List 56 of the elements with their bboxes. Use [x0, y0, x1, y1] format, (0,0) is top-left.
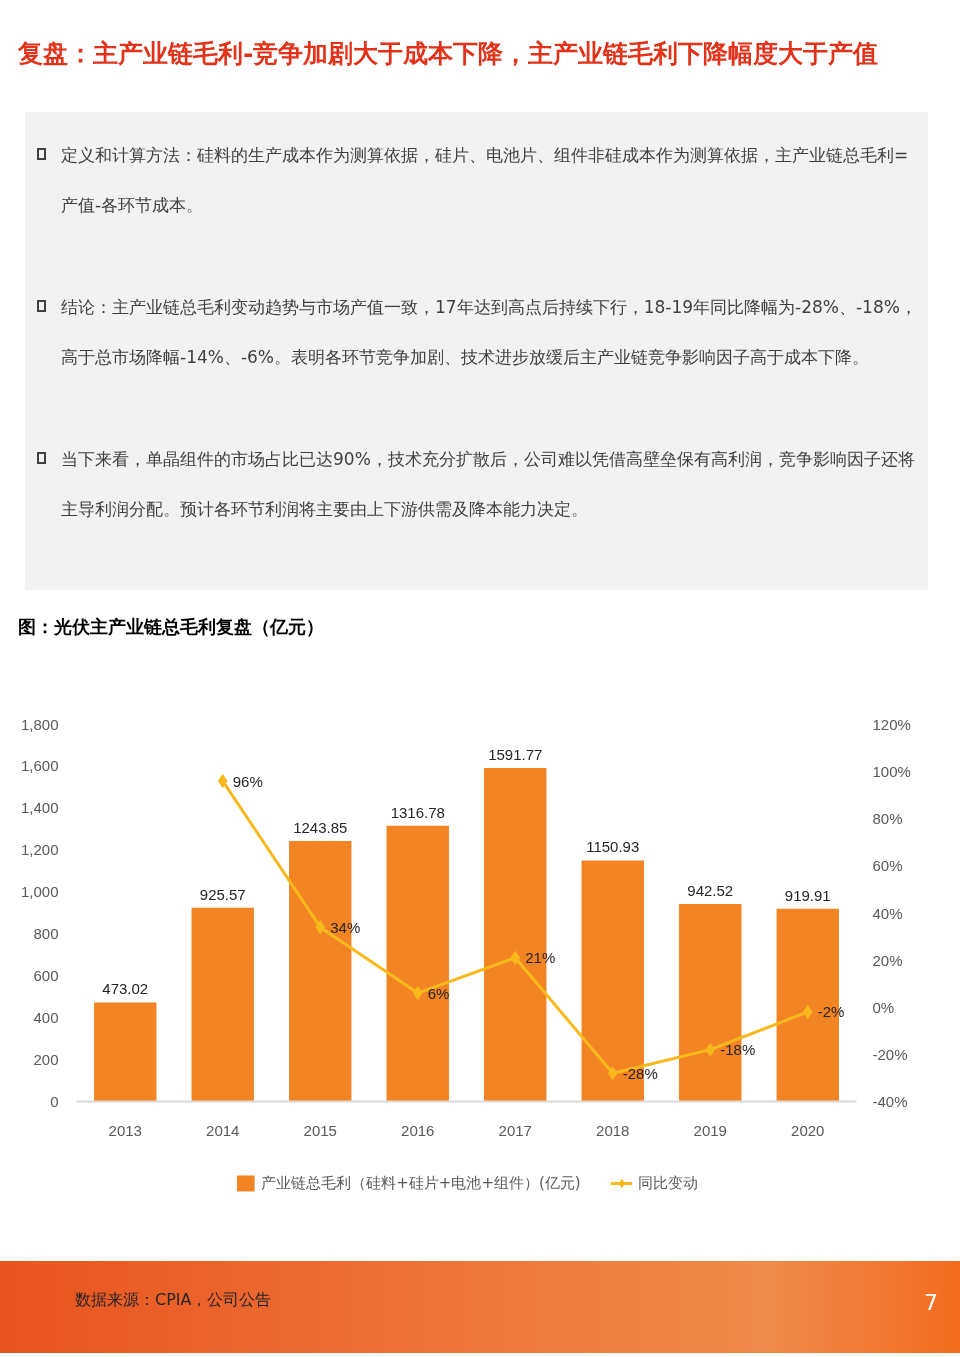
data-label: 96%: [232, 772, 263, 790]
point: [607, 1066, 618, 1081]
y2-tick-label: 0%: [872, 998, 895, 1016]
x-tick-label: 2019: [693, 1121, 727, 1139]
legend-label: 同比变动: [637, 1173, 698, 1193]
source-note: 数据来源：CPIA，公司公告: [75, 1289, 272, 1311]
data-label: 1591.77: [488, 746, 543, 764]
bar: [94, 1002, 157, 1102]
data-label: 919.91: [784, 886, 831, 904]
x-tick-label: 2020: [791, 1121, 825, 1139]
point: [510, 950, 521, 965]
x-tick-label: 2015: [303, 1121, 337, 1139]
x-tick-label: 2013: [108, 1121, 142, 1139]
bar: [191, 907, 254, 1102]
point: [412, 986, 423, 1001]
text: 结论：主产业链总毛利变动趋势与市场产值一致，17年达到高点后持续下行，18-19年同比降幅为-28%、-18%，高于总市场降幅-14%、-6%。表明各环节竞争加剧、技术进步放缓后主产业链竞争影响因子高于成本下降。: [61, 297, 917, 367]
text: 当下来看，单晶组件的市场占比已达90%，技术充分扩散后，公司难以凭借高壁垒保有高利润，竞争影响因子还将主导利润分配。预计各环节利润将主要由上下游供需及降本能力决定。: [61, 449, 915, 519]
point: [705, 1042, 716, 1057]
point: [315, 920, 326, 935]
point: [217, 774, 228, 789]
y2-tick-label: -40%: [872, 1093, 908, 1110]
data-label: 473.02: [102, 980, 149, 998]
y2-tick-label: 40%: [872, 904, 903, 922]
y2-tick-label: 60%: [872, 857, 903, 875]
data-label: 942.52: [687, 882, 734, 900]
x-tick-label: 2016: [401, 1121, 435, 1139]
point: [802, 1004, 813, 1019]
y-tick-label: 800: [33, 924, 59, 942]
x-tick-label: 2014: [206, 1121, 240, 1139]
y2-tick-label: 80%: [872, 810, 903, 828]
y2-tick-label: 120%: [872, 716, 911, 733]
y-tick-label: 1,800: [20, 715, 59, 733]
legend-label: 产业链总毛利（硅料+硅片+电池+组件）(亿元): [261, 1173, 581, 1193]
chart-subtitle: 图：光伏主产业链总毛利复盘（亿元）: [18, 615, 324, 639]
text: 7: [924, 1289, 938, 1317]
y2-tick-label: -20%: [872, 1045, 908, 1063]
chart-title: 复盘：主产业链毛利-竞争加剧大于成本下降，主产业链毛利下降幅度大于产值: [18, 38, 879, 70]
y-tick-label: 200: [33, 1050, 59, 1068]
data-label: 1243.85: [293, 818, 348, 836]
y-tick-label: 1,000: [20, 883, 59, 901]
y2-tick-label: 20%: [872, 951, 903, 969]
x-tick-label: 2017: [498, 1121, 532, 1139]
data-label: 1316.78: [390, 803, 445, 821]
data-label: 6%: [427, 984, 450, 1002]
text: 定义和计算方法：硅料的生产成本作为测算依据，硅片、电池片、组件非硅成本作为测算依据，主产业链总毛利=产值-各环节成本。: [61, 145, 909, 215]
y-tick-label: 1,600: [20, 757, 59, 775]
x-tick-label: 2018: [596, 1121, 630, 1139]
data-label: 925.57: [199, 885, 246, 903]
y2-tick-label: 100%: [872, 763, 911, 781]
y-tick-label: 400: [33, 1008, 59, 1026]
y-tick-label: 1,200: [20, 841, 59, 859]
bar: [386, 825, 449, 1102]
y-tick-label: 1,400: [20, 799, 59, 817]
data-label: 1150.93: [586, 838, 640, 856]
y-tick-label: 0: [50, 1092, 59, 1110]
y-tick-label: 600: [33, 966, 59, 984]
